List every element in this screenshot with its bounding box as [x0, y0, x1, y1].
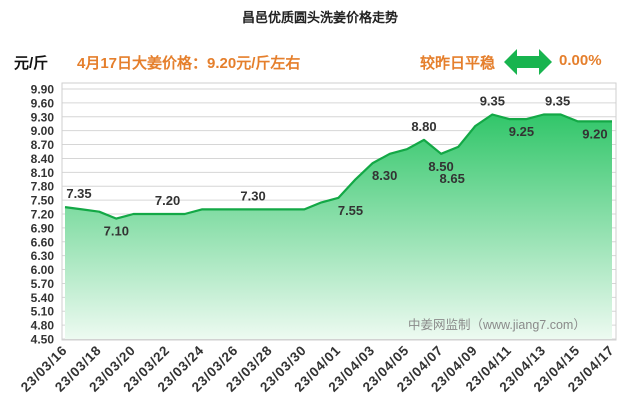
- y-tick-label: 4.50: [31, 333, 55, 347]
- data-label: 7.10: [104, 224, 129, 239]
- data-label: 7.30: [240, 188, 265, 203]
- data-label: 7.55: [338, 203, 363, 218]
- watermark: 中姜网监制（www.jiang7.com）: [408, 317, 586, 332]
- chart-title: 昌邑优质圆头洗姜价格走势: [241, 10, 398, 25]
- y-tick-label: 7.50: [31, 194, 55, 208]
- y-tick-label: 7.20: [31, 208, 55, 222]
- plot-frame: [61, 82, 617, 341]
- y-axis-unit-label: 元/斤: [14, 55, 49, 72]
- data-labels: 7.35 7.10 7.20 7.30 7.55 8.30 8.80 8.508.65 9.35…: [66, 93, 607, 238]
- data-label: 9.25: [509, 124, 534, 139]
- y-tick-label: 9.90: [31, 83, 55, 97]
- data-label: 7.35: [66, 186, 91, 201]
- data-label: 7.20: [155, 193, 180, 208]
- data-label: 8.65: [440, 171, 465, 186]
- series-area-fill: [65, 114, 612, 339]
- price-note: 4月17日大姜价格：9.20元/斤左右: [77, 55, 301, 72]
- double-arrow-icon: [504, 49, 552, 75]
- series-line: [64, 113, 612, 220]
- y-tick-label: 4.80: [31, 319, 55, 333]
- data-label: 8.30: [372, 168, 397, 183]
- y-tick-label: 5.40: [31, 291, 55, 305]
- y-tick-label: 5.10: [31, 305, 55, 319]
- data-label: 9.20: [582, 126, 607, 141]
- y-tick-label: 6.00: [31, 263, 55, 277]
- y-tick-label: 8.70: [31, 138, 55, 152]
- y-axis-tick-labels: 9.909.609.309.008.708.408.107.807.507.20…: [31, 83, 55, 347]
- y-tick-label: 6.30: [31, 249, 55, 263]
- y-tick-label: 6.90: [31, 221, 55, 235]
- y-tick-label: 9.60: [31, 96, 55, 110]
- data-label: 9.35: [480, 93, 505, 108]
- change-note: 较昨日平稳: [420, 55, 496, 72]
- y-tick-label: 8.40: [31, 152, 55, 166]
- x-axis-tick-labels: 23/03/1623/03/1823/03/2023/03/2223/03/24…: [18, 343, 617, 395]
- y-tick-label: 6.60: [31, 235, 55, 249]
- y-tick-label: 5.70: [31, 277, 55, 291]
- y-tick-label: 7.80: [31, 180, 55, 194]
- data-label: 8.80: [411, 119, 436, 134]
- y-tick-label: 9.30: [31, 110, 55, 124]
- change-value: 0.00%: [559, 52, 602, 69]
- data-label: 8.50: [428, 159, 453, 174]
- y-tick-label: 8.10: [31, 166, 55, 180]
- y-tick-label: 9.00: [31, 124, 55, 138]
- data-label: 9.35: [545, 93, 570, 108]
